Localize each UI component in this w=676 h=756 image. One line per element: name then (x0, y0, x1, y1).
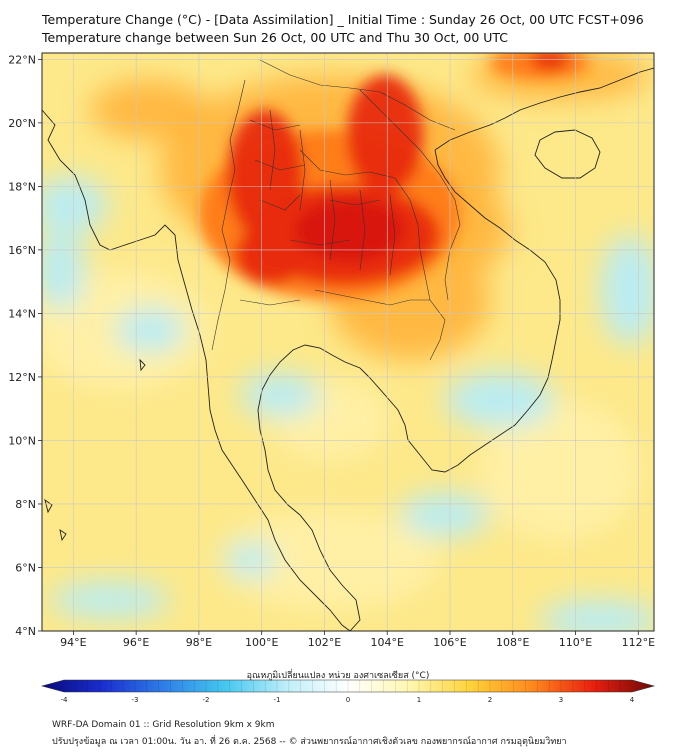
country-borders (211, 59, 461, 361)
coastline-hainan (534, 129, 601, 179)
field-deepred-core (295, 198, 405, 262)
footer-model-info: WRF-DA Domain 01 :: Grid Resolution 9km … (52, 720, 275, 730)
footer-credit: ปรับปรุงข้อมูล ณ เวลา 01:00น. วัน อา. ที… (52, 737, 567, 747)
field-orange-west (90, 80, 210, 140)
colorbar-ticks: -4 -3 -2 -1 0 1 2 3 4 (61, 696, 635, 704)
border-myanmar-thailand (211, 79, 246, 351)
y-tick-label: 16°N (8, 244, 36, 257)
colorbar-tick-label: -4 (61, 696, 69, 704)
colorbar-tick-label: -3 (132, 696, 139, 704)
colorbar-bar (40, 679, 656, 693)
colorbar-tick-label: 0 (346, 696, 350, 704)
border-china-north (259, 59, 456, 131)
colorbar: -4 -3 -2 -1 0 1 2 3 4 (40, 679, 656, 704)
map-plot-area (42, 53, 654, 631)
field-yellow-south (220, 510, 440, 610)
x-tick-label: 112°E (622, 636, 655, 649)
y-tick-label: 6°N (15, 561, 36, 574)
temperature-field-hot (200, 53, 590, 300)
x-tick-label: 94°E (60, 636, 86, 649)
x-tick-label: 108°E (496, 636, 529, 649)
chart-subtitle: Temperature change between Sun 26 Oct, 0… (42, 30, 509, 45)
field-cyan-andaman (115, 308, 185, 352)
x-tick-label: 96°E (123, 636, 149, 649)
coastline-gulf-west (257, 344, 371, 631)
field-cyan-sw (50, 582, 170, 618)
field-cyan-east (600, 235, 654, 345)
x-tick-label: 104°E (371, 636, 404, 649)
coastline-china-south (434, 67, 654, 151)
plot-frame (41, 52, 655, 632)
colorbar-tick-label: 3 (559, 696, 563, 704)
field-yellow-sea (480, 400, 640, 540)
field-cyan-se (540, 600, 654, 631)
border-provinces-2 (269, 109, 396, 276)
border-thailand-cambodia (314, 289, 446, 361)
colorbar-label: อุณหภูมิเปลี่ยนแปลง หน่วย องศาเซลเซียส (… (246, 671, 430, 681)
y-tick-label: 18°N (8, 180, 36, 193)
coastline-myanmar-west (42, 109, 351, 631)
colorbar-tick-label: -1 (274, 696, 281, 704)
field-cyan-central-sea (240, 373, 320, 417)
y-tick-label: 4°N (15, 625, 36, 638)
x-tick-label: 100°E (245, 636, 278, 649)
field-red-west (235, 225, 305, 285)
x-tick-label: 106°E (433, 636, 466, 649)
coastlines (42, 67, 654, 631)
field-cyan-south-sea (400, 493, 490, 537)
y-tick-label: 8°N (15, 498, 36, 511)
chart-title: Temperature Change (°C) - [Data Assimila… (42, 12, 644, 27)
coastline-cambodia-vietnam (369, 149, 561, 473)
colorbar-tick-label: -2 (203, 696, 210, 704)
colorbar-segments (75, 680, 621, 692)
border-provinces-1 (239, 119, 381, 306)
border-thailand-laos (299, 149, 431, 301)
colorbar-tick-label: 4 (630, 696, 635, 704)
field-cyan-s (225, 542, 275, 578)
field-cyan-bay (42, 177, 108, 233)
colorbar-tick-label: 1 (417, 696, 421, 704)
field-red-ne (530, 53, 570, 70)
x-tick-label: 98°E (186, 636, 212, 649)
border-laos-vietnam (359, 89, 461, 301)
x-axis-ticks: 94°E 96°E 98°E 100°E 102°E 104°E 106°E 108°E 110… (60, 631, 655, 649)
y-tick-label: 14°N (8, 307, 36, 320)
field-red-laos (347, 75, 423, 195)
coastline-islands-west (44, 358, 146, 542)
y-axis-ticks: 22°N 20°N 18°N 16°N 14°N 12°N 10°N 8°N 6°N 4°N (8, 53, 42, 638)
colorbar-tick-label: 2 (488, 696, 492, 704)
y-tick-label: 12°N (8, 371, 36, 384)
y-tick-label: 10°N (8, 434, 36, 447)
y-tick-label: 20°N (8, 117, 36, 130)
x-tick-label: 102°E (308, 636, 341, 649)
field-cyan-vietnam-coast (445, 372, 555, 428)
y-tick-label: 22°N (8, 53, 36, 66)
x-tick-label: 110°E (559, 636, 592, 649)
